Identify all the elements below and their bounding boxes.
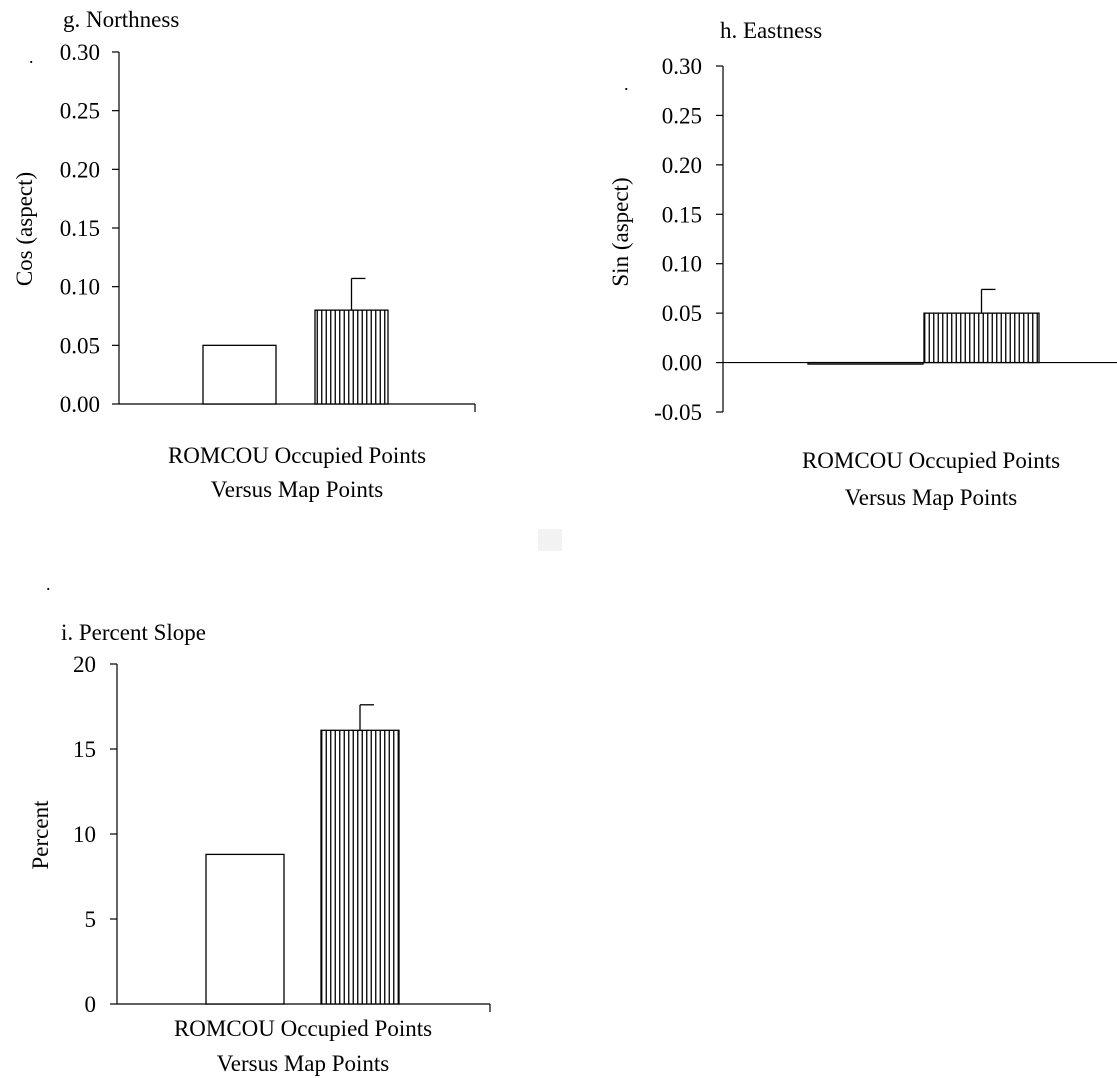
chart-percent-slope: . i. Percent Slope Percent 0 5 10 15 20 ROMC… bbox=[28, 574, 491, 1076]
y-tick-label: 0.10 bbox=[662, 252, 702, 277]
plot-area: 0 5 10 15 20 bbox=[73, 652, 491, 1017]
y-axis-label: Percent bbox=[28, 800, 53, 870]
y-tick-label: 0.00 bbox=[662, 351, 702, 376]
y-axis-label: Cos (aspect) bbox=[12, 172, 37, 286]
x-axis-caption-line2: Versus Map Points bbox=[217, 1051, 390, 1076]
x-axis-caption-line1: ROMCOU Occupied Points bbox=[174, 1016, 432, 1041]
y-tick-label: -0.05 bbox=[654, 400, 702, 425]
y-tick-label: 0.25 bbox=[662, 103, 702, 128]
y-tick-label: 0.30 bbox=[60, 40, 100, 65]
bar-map-points bbox=[202, 344, 277, 405]
decorative-dot: . bbox=[29, 47, 34, 67]
x-axis-caption-line2: Versus Map Points bbox=[211, 477, 384, 502]
bar-map-points bbox=[807, 361, 924, 365]
y-tick-label: 0 bbox=[85, 992, 97, 1017]
decorative-dot: . bbox=[624, 74, 629, 94]
y-axis-label: Sin (aspect) bbox=[608, 177, 633, 286]
chart-northness: g. Northness . Cos (aspect) 0.00 0.05 0.10… bbox=[12, 7, 476, 502]
y-tick-label: 5 bbox=[85, 907, 97, 932]
y-tick-label: 20 bbox=[73, 652, 96, 677]
bar-occupied-points bbox=[320, 729, 400, 1005]
y-tick-label: 0.15 bbox=[60, 216, 100, 241]
y-tick-label: 0.05 bbox=[60, 333, 100, 358]
plot-area: 0.00 0.05 0.10 0.15 0.20 0.25 0.30 bbox=[60, 40, 476, 417]
bar-occupied-points bbox=[314, 309, 389, 405]
y-tick-label: 0.20 bbox=[662, 153, 702, 178]
y-tick-label: 0.10 bbox=[60, 275, 100, 300]
y-tick-label: 0.30 bbox=[662, 54, 702, 79]
x-axis-caption-line1: ROMCOU Occupied Points bbox=[802, 448, 1060, 473]
x-axis-caption-line2: Versus Map Points bbox=[845, 485, 1018, 510]
bar-map-points bbox=[205, 853, 285, 1005]
x-axis-caption-line1: ROMCOU Occupied Points bbox=[168, 443, 426, 468]
y-tick-label: 0.05 bbox=[662, 301, 702, 326]
y-tick-label: 0.25 bbox=[60, 99, 100, 124]
decorative-dot: . bbox=[46, 574, 51, 594]
chart-title: i. Percent Slope bbox=[61, 620, 206, 645]
y-tick-label: 0.15 bbox=[662, 202, 702, 227]
y-tick-label: 10 bbox=[73, 822, 96, 847]
y-tick-label: 0.20 bbox=[60, 157, 100, 182]
bar-occupied-points bbox=[923, 312, 1040, 364]
chart-title: h. Eastness bbox=[720, 18, 822, 43]
chart-title: g. Northness bbox=[63, 7, 179, 32]
y-tick-label: 0.00 bbox=[60, 392, 100, 417]
y-tick-label: 15 bbox=[73, 737, 96, 762]
plot-area: -0.05 0.00 0.05 0.10 0.15 0.20 0.25 0.30 bbox=[654, 54, 1117, 425]
chart-eastness: h. Eastness . Sin (aspect) -0.05 0.00 0.05… bbox=[608, 18, 1117, 510]
grey-marker bbox=[538, 529, 562, 551]
